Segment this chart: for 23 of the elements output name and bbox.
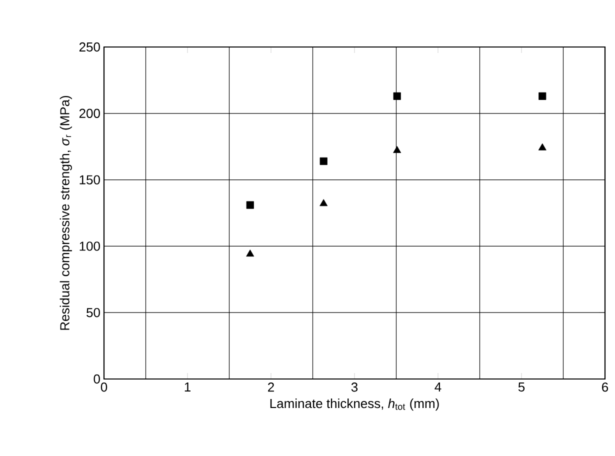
x-tick-label: 1	[184, 382, 190, 392]
x-tick-label: 0	[100, 382, 108, 392]
y-tick-label: 200	[79, 108, 100, 118]
x-tick-label: 5	[518, 382, 525, 392]
y-tick-label: 50	[86, 308, 100, 318]
point	[538, 143, 546, 150]
x-axis-title: Laminate thickness, h$_{tot}$ (mm)	[270, 398, 439, 411]
point	[246, 250, 254, 257]
point	[393, 146, 402, 153]
point	[538, 92, 546, 100]
x-tick-label: 6	[602, 382, 608, 392]
point	[246, 201, 254, 209]
x-tick-label: 2	[268, 382, 274, 392]
y-tick-label: 0	[94, 374, 100, 384]
y-tick-label: 250	[79, 42, 100, 52]
y-tick-label: 100	[80, 242, 100, 251]
point	[393, 92, 401, 100]
y-axis-title: Residual compressive strength, σ$_{r}$ (MPa)	[60, 96, 72, 330]
point	[320, 199, 328, 206]
y-tick-label: 150	[80, 175, 100, 184]
x-tick-label: 4	[434, 382, 442, 392]
x-tick-label: 3	[351, 382, 358, 392]
point	[320, 157, 328, 165]
